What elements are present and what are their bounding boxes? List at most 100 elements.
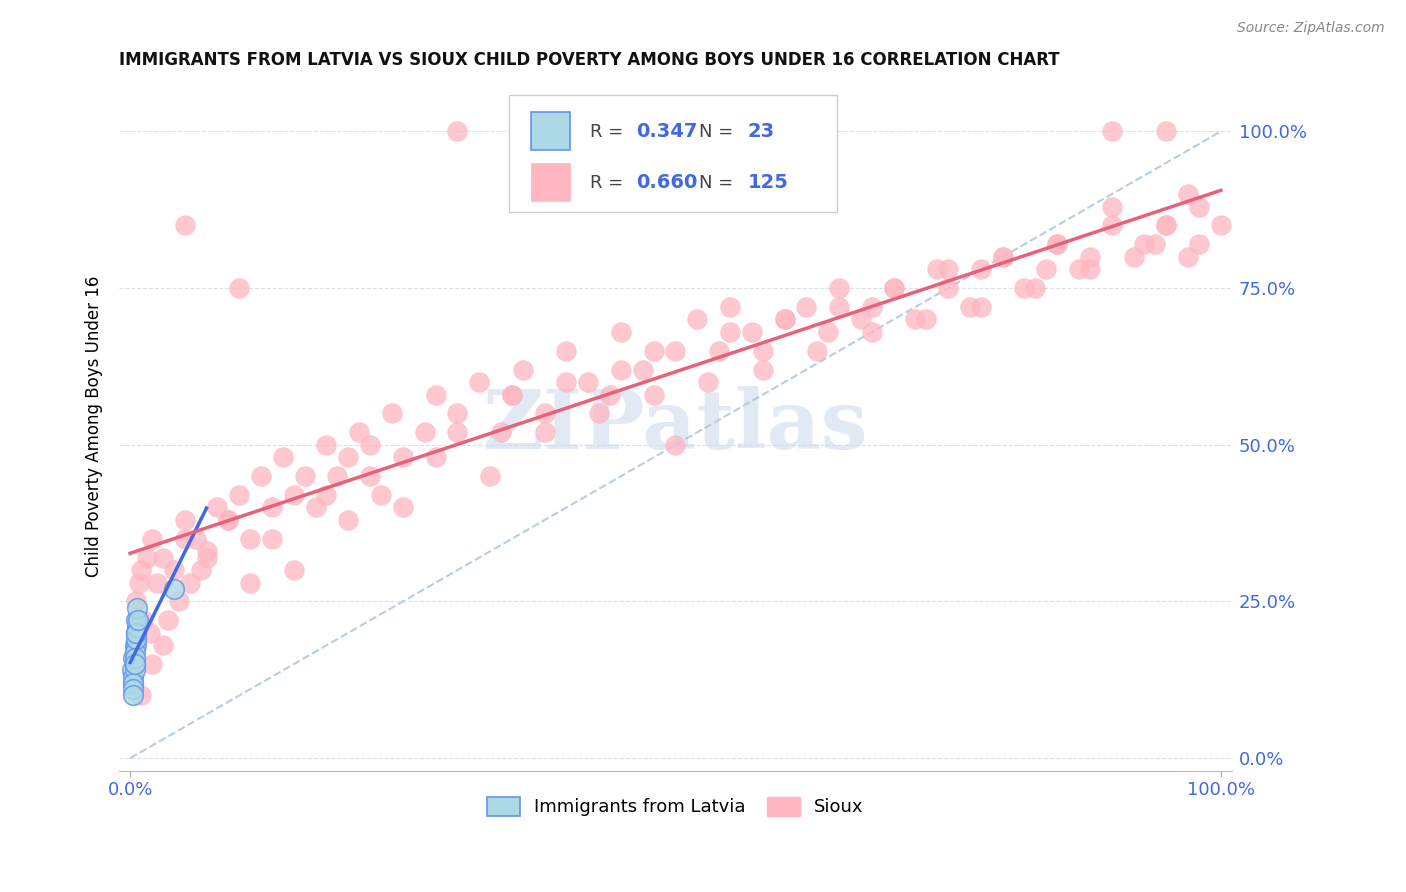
Point xyxy=(806,343,828,358)
Point xyxy=(664,438,686,452)
Point xyxy=(1014,281,1036,295)
Point xyxy=(1067,262,1090,277)
Text: 0.660: 0.660 xyxy=(637,173,697,192)
Point xyxy=(195,550,218,565)
Point xyxy=(643,387,665,401)
Point xyxy=(250,469,273,483)
Point xyxy=(141,657,163,672)
Point xyxy=(122,689,145,703)
Point xyxy=(163,582,186,596)
Point xyxy=(991,250,1014,264)
Point xyxy=(1046,237,1069,252)
FancyBboxPatch shape xyxy=(531,112,569,150)
Point xyxy=(139,625,162,640)
Point xyxy=(124,594,146,608)
Point xyxy=(425,450,447,465)
Point xyxy=(664,343,686,358)
Point xyxy=(125,613,148,627)
Point xyxy=(860,300,883,314)
Point xyxy=(1024,281,1046,295)
Point xyxy=(413,425,436,440)
Point xyxy=(533,407,555,421)
Point xyxy=(501,387,523,401)
Point xyxy=(927,262,949,277)
Point xyxy=(915,312,938,326)
Point xyxy=(124,613,146,627)
Text: N =: N = xyxy=(699,174,737,192)
Point xyxy=(741,325,763,339)
Point xyxy=(122,676,145,690)
Point xyxy=(1122,250,1144,264)
Point xyxy=(773,312,796,326)
Point xyxy=(1144,237,1167,252)
Point xyxy=(1154,219,1177,233)
Point xyxy=(883,281,905,295)
Point xyxy=(425,387,447,401)
Point xyxy=(124,645,146,659)
Point xyxy=(936,281,959,295)
Point xyxy=(610,362,633,376)
Point xyxy=(751,343,773,358)
Point xyxy=(555,343,578,358)
Point xyxy=(217,513,239,527)
Point xyxy=(392,450,415,465)
Point xyxy=(489,425,512,440)
Point xyxy=(337,450,360,465)
Point xyxy=(970,262,993,277)
Point xyxy=(184,532,207,546)
Point xyxy=(751,362,773,376)
Text: N =: N = xyxy=(699,123,737,141)
Point xyxy=(239,532,262,546)
Legend: Immigrants from Latvia, Sioux: Immigrants from Latvia, Sioux xyxy=(479,790,870,823)
Point xyxy=(359,469,381,483)
Point xyxy=(283,488,305,502)
Point xyxy=(468,375,491,389)
Text: ZIPatlas: ZIPatlas xyxy=(482,386,869,466)
Point xyxy=(883,281,905,295)
Text: R =: R = xyxy=(591,174,627,192)
Point xyxy=(179,575,201,590)
Y-axis label: Child Poverty Among Boys Under 16: Child Poverty Among Boys Under 16 xyxy=(86,276,103,577)
Text: Source: ZipAtlas.com: Source: ZipAtlas.com xyxy=(1237,21,1385,35)
Point xyxy=(959,300,981,314)
Point xyxy=(124,638,146,652)
Point xyxy=(337,513,360,527)
Point xyxy=(260,500,283,515)
Point xyxy=(129,563,152,577)
Point xyxy=(1154,219,1177,233)
Point xyxy=(697,375,720,389)
Text: R =: R = xyxy=(591,123,627,141)
Point xyxy=(1101,124,1123,138)
Point xyxy=(141,532,163,546)
Point xyxy=(146,575,169,590)
Point xyxy=(124,638,146,652)
Point xyxy=(228,281,250,295)
Point xyxy=(991,250,1014,264)
Point xyxy=(190,563,212,577)
Point xyxy=(588,407,610,421)
Point xyxy=(446,124,468,138)
Point xyxy=(718,300,741,314)
Point xyxy=(970,300,993,314)
Point xyxy=(124,651,146,665)
Point xyxy=(359,438,381,452)
Point xyxy=(1177,250,1199,264)
Point xyxy=(132,613,155,627)
Point xyxy=(1188,200,1211,214)
Point xyxy=(512,362,534,376)
Point xyxy=(122,676,145,690)
Point xyxy=(446,425,468,440)
Point xyxy=(479,469,502,483)
Point xyxy=(260,532,283,546)
Point xyxy=(228,488,250,502)
Point xyxy=(796,300,818,314)
Point xyxy=(315,438,337,452)
Point xyxy=(576,375,599,389)
Point xyxy=(555,375,578,389)
Text: IMMIGRANTS FROM LATVIA VS SIOUX CHILD POVERTY AMONG BOYS UNDER 16 CORRELATION CH: IMMIGRANTS FROM LATVIA VS SIOUX CHILD PO… xyxy=(120,51,1060,69)
Point xyxy=(1101,200,1123,214)
Point xyxy=(127,613,149,627)
Point xyxy=(1101,219,1123,233)
Point xyxy=(217,513,239,527)
Point xyxy=(129,689,152,703)
